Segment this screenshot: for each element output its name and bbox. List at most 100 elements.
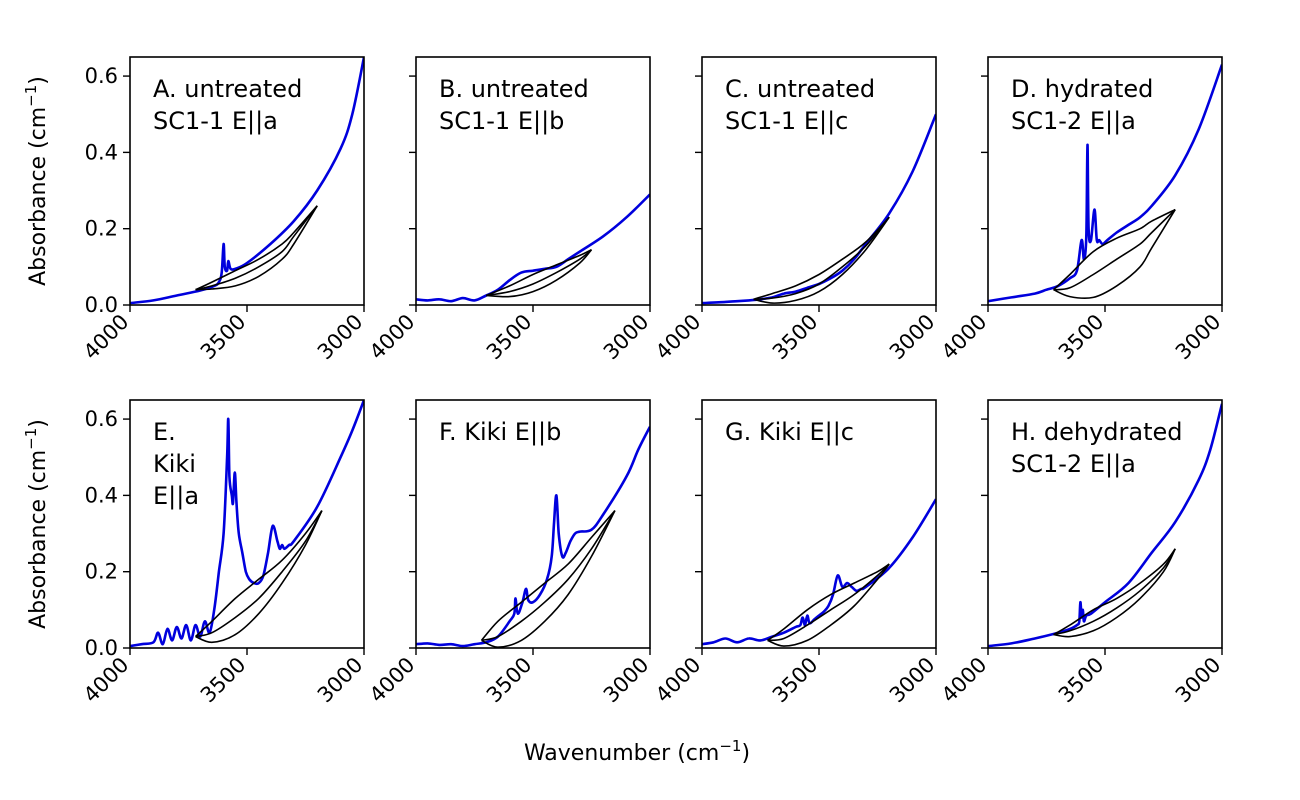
baseline-line-2 — [1053, 548, 1176, 636]
panel-label-line: A. untreated — [153, 75, 302, 103]
x-tick-label: 3000 — [1171, 310, 1226, 365]
y-tick-label: 0.0 — [85, 636, 118, 660]
baseline-line-3 — [1053, 548, 1176, 638]
baseline-line-3 — [753, 216, 890, 304]
panel-label-line: H. dehydrated — [1011, 418, 1183, 446]
x-tick-label: 3000 — [313, 310, 368, 365]
x-tick-label: 3500 — [482, 310, 537, 365]
panel-label: H. dehydrated SC1-2 E||a — [1011, 418, 1183, 478]
baseline-line-3 — [195, 510, 323, 644]
baseline-line-1 — [485, 248, 592, 297]
x-tick-label: 3000 — [599, 653, 654, 708]
x-axis-label-main: Wavenumber (cm — [524, 741, 719, 766]
panel-label-line: G. Kiki E||c — [725, 418, 854, 446]
baseline-line-2 — [195, 510, 323, 638]
x-tick-label: 4000 — [937, 653, 992, 708]
y-tick-label: 0.4 — [85, 140, 118, 164]
y-axis-label-superscript: −1 — [22, 428, 40, 450]
x-tick-label: 4000 — [365, 653, 420, 708]
x-tick-label: 3500 — [482, 653, 537, 708]
panel-label-line: SC1-1 E||c — [725, 107, 848, 135]
y-axis-label-close: ) — [26, 76, 51, 85]
x-tick-label: 3500 — [768, 653, 823, 708]
x-tick-label: 4000 — [937, 310, 992, 365]
x-tick-label: 3000 — [885, 653, 940, 708]
panel-label-line: E. — [153, 418, 176, 446]
baseline-line-1 — [1053, 548, 1176, 636]
y-tick-label: 0.6 — [85, 64, 118, 88]
x-tick-label: 3500 — [1054, 653, 1109, 708]
panel-a: 0.0 0.2 0.4 0.6 4000 3500 3000 A. untreated SC1-… — [22, 56, 368, 365]
panel-label: D. hydrated SC1-2 E||a — [1011, 75, 1153, 135]
panel-label: G. Kiki E||c — [725, 418, 854, 446]
x-axis-label: Wavenumber (cm−1) — [524, 737, 750, 766]
y-tick-label: 0.6 — [85, 407, 118, 431]
y-axis-label-superscript: −1 — [22, 85, 40, 107]
panel-e: 0.0 0.2 0.4 0.6 4000 3500 3000 E. Kiki E||a Absorb… — [22, 399, 368, 708]
panel-label: F. Kiki E||b — [439, 418, 561, 446]
baseline-line-3 — [195, 205, 318, 291]
spectrum-line — [702, 498, 936, 646]
baseline-line-1 — [194, 510, 323, 638]
panel-d: 4000 3500 3000 D. hydrated SC1-2 E||a — [937, 56, 1226, 365]
spectrum-line — [130, 400, 364, 648]
baseline-line-3 — [486, 249, 593, 298]
y-axis-label: Absorbance (cm−1) — [22, 76, 51, 286]
x-tick-label: 3500 — [768, 310, 823, 365]
y-axis-label-close: ) — [26, 419, 51, 428]
panel-label-line: D. hydrated — [1011, 75, 1153, 103]
panel-label-line: F. Kiki E||b — [439, 418, 561, 446]
x-axis-label-superscript: −1 — [719, 737, 741, 755]
spectrum-line — [416, 426, 650, 648]
x-tick-label: 3500 — [196, 653, 251, 708]
x-tick-label: 4000 — [79, 653, 134, 708]
x-tick-label: 3000 — [313, 653, 368, 708]
panel-label: B. untreated SC1-1 E||b — [439, 75, 589, 135]
panel-label-line: SC1-1 E||b — [439, 107, 564, 135]
panel-label: A. untreated SC1-1 E||a — [153, 75, 302, 135]
y-axis-label-main: Absorbance (cm — [26, 107, 51, 286]
x-tick-label: 3500 — [1054, 310, 1109, 365]
x-tick-label: 4000 — [651, 310, 706, 365]
x-tick-label: 3500 — [196, 310, 251, 365]
baseline-line-2 — [753, 216, 890, 301]
x-tick-label: 4000 — [651, 653, 706, 708]
baseline-line-1 — [1052, 208, 1176, 291]
panel-b: 4000 3500 3000 B. untreated SC1-1 E||b — [365, 56, 654, 365]
y-axis-label-main: Absorbance (cm — [26, 450, 51, 629]
baseline-line-3 — [767, 563, 890, 647]
panel-label-line: SC1-2 E||a — [1011, 107, 1136, 135]
baseline-line-2 — [1053, 209, 1176, 291]
panel-label-line: Kiki — [153, 450, 196, 478]
baseline-line-1 — [753, 216, 890, 301]
panel-label-line: B. untreated — [439, 75, 589, 103]
x-tick-label: 3000 — [599, 310, 654, 365]
baseline-line-1 — [767, 563, 890, 642]
y-tick-label: 0.2 — [85, 217, 118, 241]
y-tick-label: 0.0 — [85, 293, 118, 317]
panel-h: 4000 3500 3000 H. dehydrated SC1-2 E||a — [937, 399, 1226, 708]
panel-f: 4000 3500 3000 F. Kiki E||b — [365, 399, 654, 708]
baseline-line-2 — [195, 205, 318, 291]
panel-label: E. Kiki E||a — [153, 418, 199, 510]
x-tick-label: 4000 — [365, 310, 420, 365]
baseline-line-1 — [480, 510, 616, 641]
x-tick-label: 4000 — [79, 310, 134, 365]
y-axis-label: Absorbance (cm−1) — [22, 419, 51, 629]
baseline-line-2 — [486, 249, 593, 297]
panel-label-line: SC1-1 E||a — [153, 107, 278, 135]
panel-label-line: E||a — [153, 482, 199, 510]
x-tick-label: 3000 — [885, 310, 940, 365]
y-tick-label: 0.4 — [85, 483, 118, 507]
x-tick-label: 3000 — [1171, 653, 1226, 708]
panel-c: 4000 3500 3000 C. untreated SC1-1 E||c — [651, 56, 940, 365]
baseline-line-1 — [195, 205, 318, 291]
panel-label-line: C. untreated — [725, 75, 875, 103]
spectrum-line — [416, 193, 650, 303]
y-tick-label: 0.2 — [85, 560, 118, 584]
baseline-line-3 — [1053, 209, 1176, 300]
panel-label-line: SC1-2 E||a — [1011, 450, 1136, 478]
panel-label: C. untreated SC1-1 E||c — [725, 75, 875, 135]
baseline-line-2 — [481, 510, 616, 642]
